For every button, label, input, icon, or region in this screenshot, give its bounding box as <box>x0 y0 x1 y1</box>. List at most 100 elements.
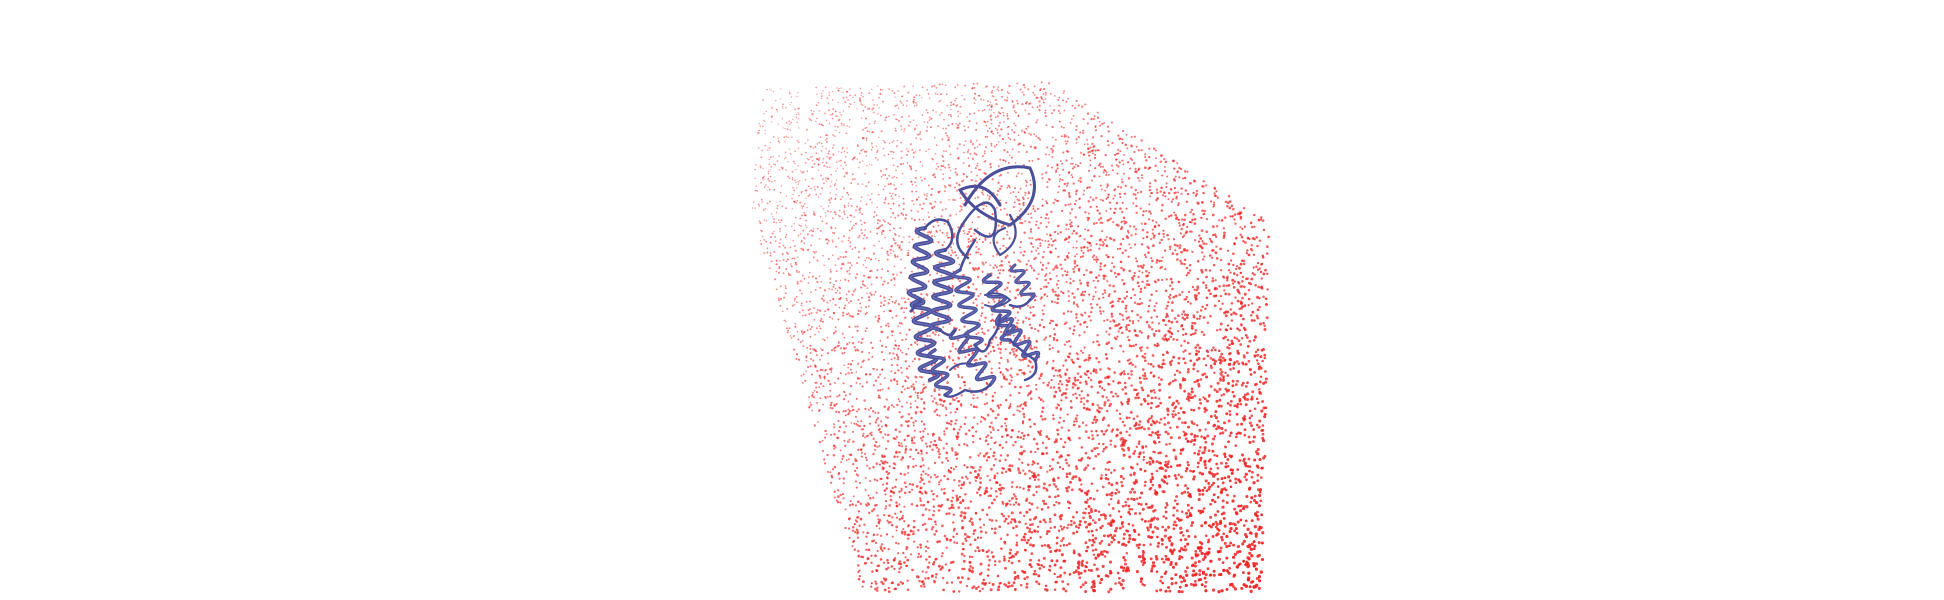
water-point <box>999 199 1001 202</box>
water-point <box>1128 269 1132 273</box>
water-point <box>1252 428 1255 431</box>
water-point <box>1058 120 1061 123</box>
water-point <box>1100 230 1104 233</box>
water-point <box>869 480 872 482</box>
water-point <box>900 458 903 462</box>
water-point <box>1083 569 1087 573</box>
water-point <box>1112 197 1115 200</box>
water-point <box>955 419 958 422</box>
water-point <box>1259 322 1262 326</box>
water-point <box>773 188 776 191</box>
water-point <box>815 391 819 394</box>
water-point <box>1096 303 1099 306</box>
water-point <box>1253 407 1257 411</box>
water-point <box>839 372 842 375</box>
water-point <box>857 349 860 352</box>
water-point <box>1167 191 1171 195</box>
water-point <box>1149 362 1153 366</box>
water-point <box>949 153 952 156</box>
water-point <box>930 203 933 206</box>
water-point <box>905 564 908 568</box>
water-point <box>944 186 947 189</box>
water-point <box>805 151 807 154</box>
water-point <box>966 116 968 118</box>
water-point <box>932 225 935 228</box>
water-point <box>823 462 827 465</box>
water-point <box>873 444 877 447</box>
water-point <box>1101 240 1104 243</box>
water-point <box>920 376 924 379</box>
water-point <box>795 357 798 360</box>
water-point <box>933 176 937 179</box>
water-point <box>1239 343 1243 346</box>
water-point <box>1113 371 1116 374</box>
water-point <box>1259 375 1263 378</box>
water-point <box>1088 457 1092 460</box>
water-point <box>1192 367 1195 371</box>
water-point <box>855 381 858 384</box>
water-point <box>1180 555 1184 559</box>
water-point <box>1124 306 1127 310</box>
water-point <box>801 381 804 384</box>
water-point <box>1184 437 1188 441</box>
water-point <box>892 227 895 230</box>
water-point <box>871 88 873 90</box>
water-point <box>832 108 835 111</box>
water-point <box>982 454 986 458</box>
water-point <box>1164 528 1168 532</box>
water-point <box>1094 290 1097 294</box>
water-point <box>848 392 852 396</box>
water-point <box>952 529 956 532</box>
water-point <box>868 467 871 470</box>
water-point <box>1234 481 1238 485</box>
water-point <box>991 582 995 586</box>
water-point <box>1186 300 1190 304</box>
water-point <box>951 489 955 492</box>
water-point <box>963 554 966 558</box>
water-point <box>1035 249 1038 252</box>
water-point <box>979 465 982 469</box>
water-point <box>911 488 914 491</box>
water-point <box>892 558 896 562</box>
water-point <box>902 214 905 216</box>
water-point <box>1205 296 1209 300</box>
water-point <box>813 318 816 321</box>
water-point <box>829 210 832 213</box>
water-point <box>851 360 854 362</box>
water-point <box>865 256 868 259</box>
water-point <box>1148 155 1151 159</box>
water-point <box>959 210 961 213</box>
water-point <box>1012 581 1016 585</box>
water-point <box>926 126 929 128</box>
water-point <box>1251 580 1255 584</box>
water-point <box>807 158 810 161</box>
water-point <box>780 166 783 169</box>
water-point <box>835 115 837 117</box>
water-point <box>987 301 990 304</box>
water-point <box>805 128 808 131</box>
water-point <box>1139 467 1143 471</box>
water-point <box>1077 179 1080 182</box>
water-point <box>1075 396 1078 400</box>
water-point <box>857 577 861 581</box>
water-point <box>1024 179 1027 182</box>
water-point <box>831 349 834 352</box>
water-point <box>791 225 793 228</box>
water-point <box>1254 450 1258 454</box>
water-point <box>1107 522 1111 526</box>
water-point <box>897 119 900 122</box>
water-point <box>887 587 890 590</box>
water-point <box>842 167 845 170</box>
water-point <box>857 362 860 365</box>
water-point <box>915 184 918 187</box>
water-point <box>1099 221 1102 224</box>
water-point <box>822 124 824 127</box>
water-point <box>899 163 903 166</box>
water-point <box>1124 500 1127 504</box>
water-point <box>936 272 939 275</box>
water-point <box>900 424 903 427</box>
water-point <box>797 141 800 144</box>
water-point <box>928 216 930 219</box>
water-point <box>943 399 946 403</box>
